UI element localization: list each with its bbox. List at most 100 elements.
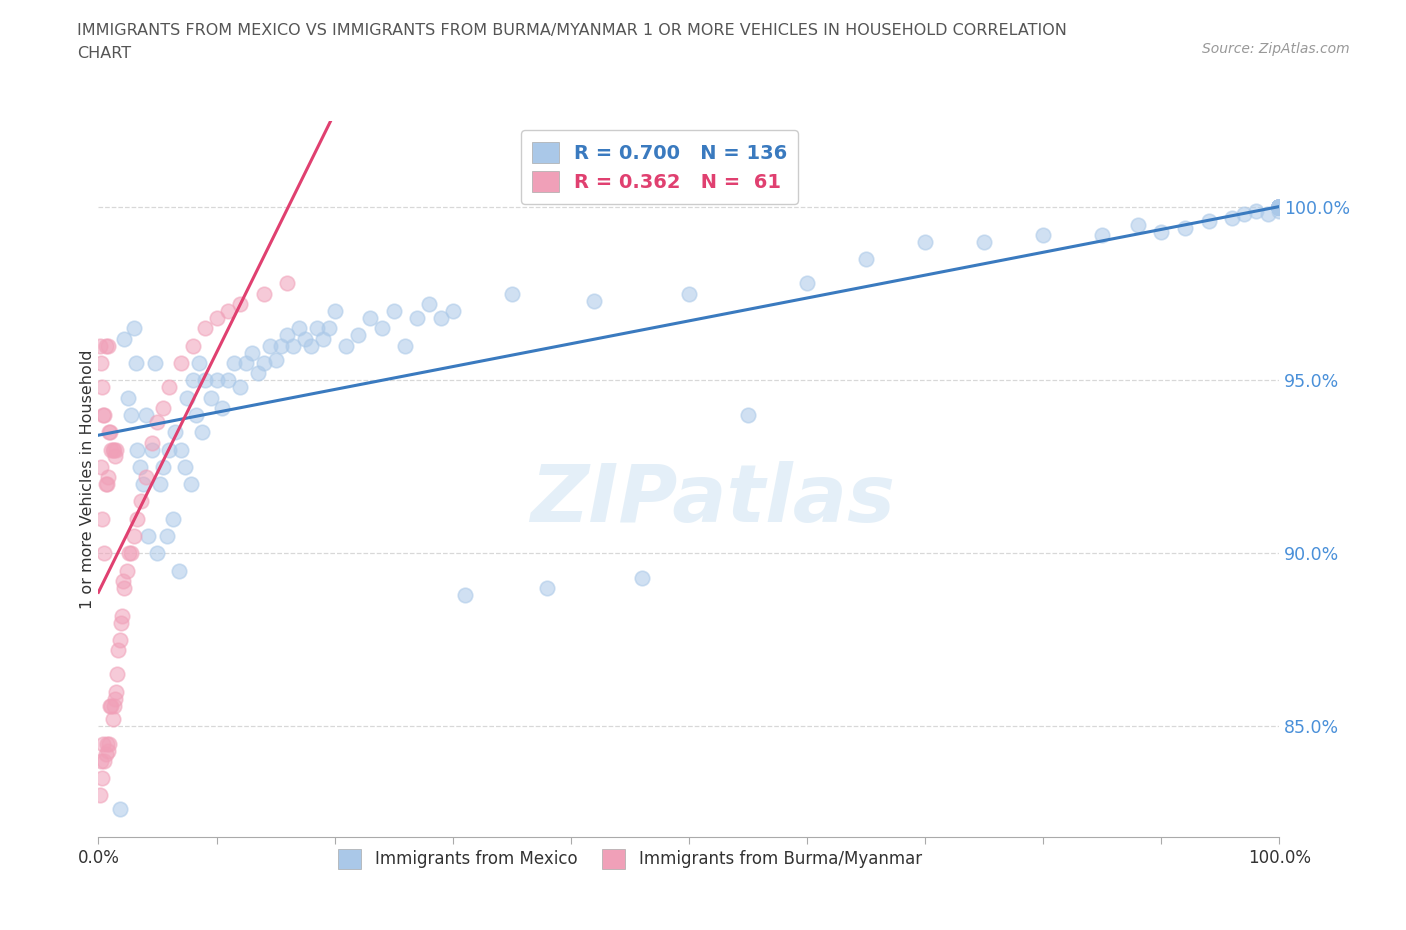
Point	[1268, 200, 1291, 215]
Point	[94, 339, 117, 353]
Point	[1268, 200, 1291, 215]
Point	[96, 477, 118, 492]
Point	[1268, 200, 1291, 215]
Point	[335, 339, 357, 353]
Point	[1268, 200, 1291, 215]
Point	[1268, 200, 1291, 215]
Text: Source: ZipAtlas.com: Source: ZipAtlas.com	[1202, 42, 1350, 56]
Point	[1257, 206, 1279, 221]
Point	[167, 564, 190, 578]
Point	[318, 321, 340, 336]
Point	[1268, 200, 1291, 215]
Point	[1268, 200, 1291, 215]
Point	[146, 546, 169, 561]
Point	[135, 407, 157, 422]
Point	[112, 331, 135, 346]
Point	[162, 512, 184, 526]
Point	[136, 528, 159, 543]
Point	[1268, 200, 1291, 215]
Point	[127, 442, 149, 457]
Point	[91, 771, 114, 786]
Point	[1268, 200, 1291, 215]
Point	[453, 588, 475, 603]
Point	[1268, 200, 1291, 215]
Point	[112, 574, 135, 589]
Point	[1268, 200, 1291, 215]
Point	[89, 339, 111, 353]
Point	[1268, 204, 1291, 219]
Point	[536, 580, 558, 595]
Point	[1268, 200, 1291, 215]
Point	[501, 286, 523, 301]
Point	[143, 355, 166, 370]
Point	[1198, 214, 1220, 229]
Point	[246, 366, 269, 381]
Point	[323, 304, 346, 319]
Point	[1091, 228, 1114, 243]
Point	[240, 345, 263, 360]
Point	[103, 698, 125, 713]
Point	[347, 328, 370, 343]
Point	[583, 293, 606, 308]
Point	[156, 528, 179, 543]
Point	[91, 512, 114, 526]
Point	[93, 546, 115, 561]
Point	[127, 512, 149, 526]
Point	[89, 788, 111, 803]
Point	[105, 667, 128, 682]
Point	[914, 234, 936, 249]
Point	[418, 297, 440, 312]
Point	[1268, 200, 1291, 215]
Point	[97, 470, 120, 485]
Point	[1268, 200, 1291, 215]
Point	[128, 459, 150, 474]
Point	[181, 373, 204, 388]
Point	[96, 737, 118, 751]
Point	[1268, 200, 1291, 215]
Point	[1032, 228, 1054, 243]
Point	[104, 691, 127, 706]
Point	[90, 459, 112, 474]
Point	[108, 802, 131, 817]
Point	[270, 339, 292, 353]
Point	[1268, 200, 1291, 215]
Point	[1126, 218, 1149, 232]
Point	[1268, 200, 1291, 215]
Point	[91, 379, 114, 394]
Point	[91, 407, 114, 422]
Point	[211, 401, 233, 416]
Text: ZIPatlas: ZIPatlas	[530, 461, 896, 539]
Legend: Immigrants from Mexico, Immigrants from Burma/Myanmar: Immigrants from Mexico, Immigrants from …	[332, 843, 928, 875]
Point	[1268, 200, 1291, 215]
Point	[294, 331, 316, 346]
Point	[1268, 200, 1291, 215]
Point	[1268, 200, 1291, 215]
Point	[1268, 200, 1291, 215]
Point	[122, 528, 145, 543]
Point	[276, 328, 298, 343]
Point	[1268, 200, 1291, 215]
Point	[194, 321, 217, 336]
Point	[1268, 200, 1291, 215]
Point	[1268, 200, 1291, 215]
Point	[107, 643, 129, 658]
Point	[111, 608, 134, 623]
Point	[181, 339, 204, 353]
Point	[205, 311, 228, 325]
Point	[91, 737, 114, 751]
Point	[1268, 200, 1291, 215]
Point	[253, 355, 276, 370]
Point	[382, 304, 405, 319]
Point	[1268, 200, 1291, 215]
Point	[98, 698, 121, 713]
Point	[359, 311, 381, 325]
Text: CHART: CHART	[77, 46, 131, 61]
Point	[90, 753, 112, 768]
Point	[630, 570, 652, 585]
Point	[101, 712, 124, 727]
Point	[205, 373, 228, 388]
Point	[259, 339, 281, 353]
Point	[173, 459, 195, 474]
Point	[1150, 224, 1173, 239]
Point	[276, 276, 298, 291]
